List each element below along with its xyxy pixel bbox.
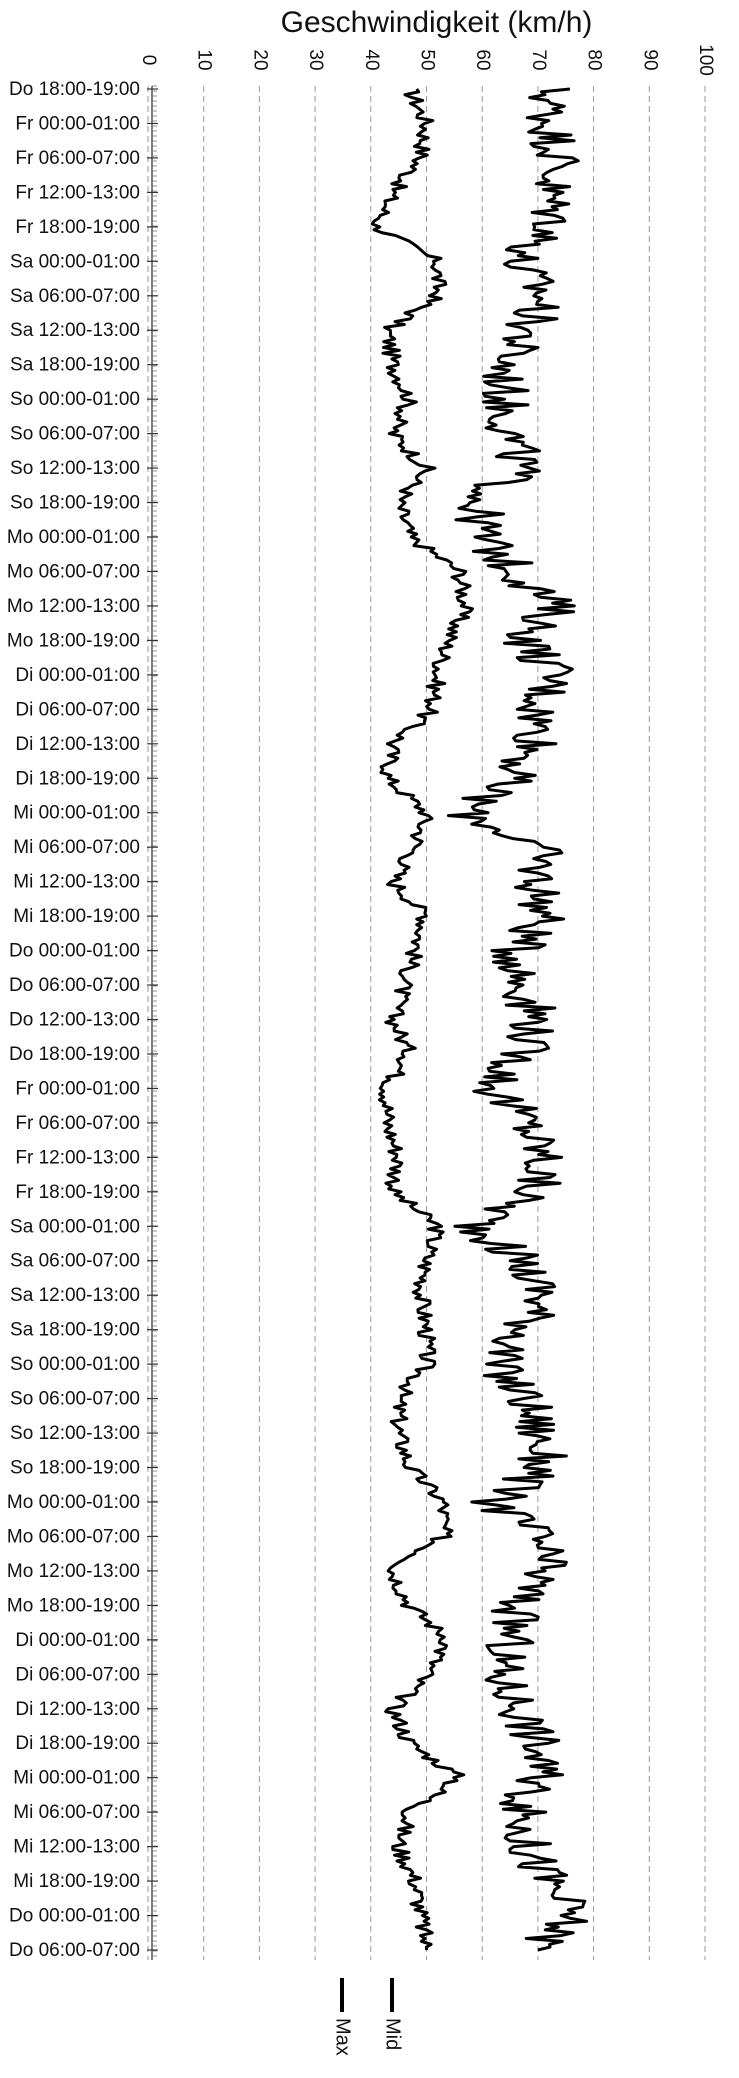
category-label: Fr 06:00-07:00 (15, 148, 140, 169)
legend-label-mid: Mid (382, 2018, 404, 2050)
category-label: Mi 06:00-07:00 (13, 1802, 140, 1823)
category-label: Sa 00:00-01:00 (10, 251, 140, 272)
category-label: Fr 06:00-07:00 (15, 1113, 140, 1134)
speed-tick-label: 60 (472, 49, 493, 70)
category-label: Do 06:00-07:00 (9, 975, 140, 996)
speed-tick-label: 90 (639, 49, 660, 70)
category-label: Mi 12:00-13:00 (13, 872, 140, 893)
series-line-mid (370, 88, 474, 1951)
time-category-labels: Do 18:00-19:00 Fr 00:00-01:00 Fr 06:00-07:… (7, 79, 158, 1961)
category-label: Sa 18:00-19:00 (10, 355, 140, 376)
category-label: So 06:00-07:00 (10, 424, 140, 445)
category-label: Mi 00:00-01:00 (13, 1768, 140, 1789)
category-label: Di 00:00-01:00 (15, 665, 140, 686)
grid-layer (147, 85, 706, 1960)
category-label: Mo 06:00-07:00 (7, 1526, 140, 1547)
category-label: Di 12:00-13:00 (15, 734, 140, 755)
category-label: Fr 00:00-01:00 (15, 1078, 140, 1099)
speed-tick-label: 20 (249, 49, 270, 70)
speed-tick-label: 40 (361, 49, 382, 70)
category-label: Mi 18:00-19:00 (13, 1871, 140, 1892)
speed-tick-label: 100 (695, 44, 716, 76)
category-label: Fr 12:00-13:00 (15, 182, 140, 203)
category-label: Di 12:00-13:00 (15, 1699, 140, 1720)
speed-tick-label: 30 (305, 49, 326, 70)
legend: Mid Max (332, 1978, 404, 2056)
speed-tick-label: 50 (416, 49, 437, 70)
category-label: Fr 12:00-13:00 (15, 1147, 140, 1168)
category-label: So 18:00-19:00 (10, 1458, 140, 1479)
series-layer (370, 87, 589, 1952)
category-label: Do 06:00-07:00 (9, 1940, 140, 1961)
category-label: Mi 12:00-13:00 (13, 1837, 140, 1858)
legend-label-max: Max (332, 2018, 354, 2056)
category-label: Mo 18:00-19:00 (7, 630, 140, 651)
category-label: So 00:00-01:00 (10, 1354, 140, 1375)
category-label: Do 12:00-13:00 (9, 1010, 140, 1031)
category-label: Di 00:00-01:00 (15, 1630, 140, 1651)
series-line-max (446, 87, 589, 1952)
category-label: Sa 06:00-07:00 (10, 1251, 140, 1272)
category-label: Di 18:00-19:00 (15, 1733, 140, 1754)
category-label: Sa 06:00-07:00 (10, 286, 140, 307)
category-label: Mo 06:00-07:00 (7, 561, 140, 582)
category-label: Sa 12:00-13:00 (10, 320, 140, 341)
category-label: Fr 18:00-19:00 (15, 217, 140, 238)
category-label: Mo 12:00-13:00 (7, 596, 140, 617)
category-label: Di 06:00-07:00 (15, 699, 140, 720)
category-label: Mi 06:00-07:00 (13, 837, 140, 858)
category-label: Di 06:00-07:00 (15, 1664, 140, 1685)
speed-tick-label: 70 (528, 49, 549, 70)
speed-tick-label: 10 (194, 49, 215, 70)
category-label: So 06:00-07:00 (10, 1389, 140, 1410)
category-label: Do 18:00-19:00 (9, 79, 140, 100)
category-label: Sa 12:00-13:00 (10, 1285, 140, 1306)
category-label: Mi 18:00-19:00 (13, 906, 140, 927)
category-label: Di 18:00-19:00 (15, 768, 140, 789)
category-label: So 00:00-01:00 (10, 389, 140, 410)
speed-tick-labels: 0 10 20 30 40 50 60 70 80 90 100 (138, 44, 716, 76)
category-label: Mi 00:00-01:00 (13, 803, 140, 824)
speed-tick-label: 0 (138, 55, 159, 66)
category-label: Fr 18:00-19:00 (15, 1182, 140, 1203)
category-label: Mo 00:00-01:00 (7, 1492, 140, 1513)
category-label: Mo 00:00-01:00 (7, 527, 140, 548)
category-label: Do 18:00-19:00 (9, 1044, 140, 1065)
category-label: Sa 18:00-19:00 (10, 1320, 140, 1341)
speed-tick-label: 80 (584, 49, 605, 70)
category-label: Mo 18:00-19:00 (7, 1595, 140, 1616)
category-label: Sa 00:00-01:00 (10, 1216, 140, 1237)
category-label: Mo 12:00-13:00 (7, 1561, 140, 1582)
category-label: Do 00:00-01:00 (9, 1906, 140, 1927)
category-label: So 12:00-13:00 (10, 1423, 140, 1444)
category-label: So 12:00-13:00 (10, 458, 140, 479)
category-label: Fr 00:00-01:00 (15, 113, 140, 134)
category-label: Do 00:00-01:00 (9, 941, 140, 962)
y-axis-title: Geschwindigkeit (km/h) (281, 6, 593, 39)
category-label: So 18:00-19:00 (10, 493, 140, 514)
